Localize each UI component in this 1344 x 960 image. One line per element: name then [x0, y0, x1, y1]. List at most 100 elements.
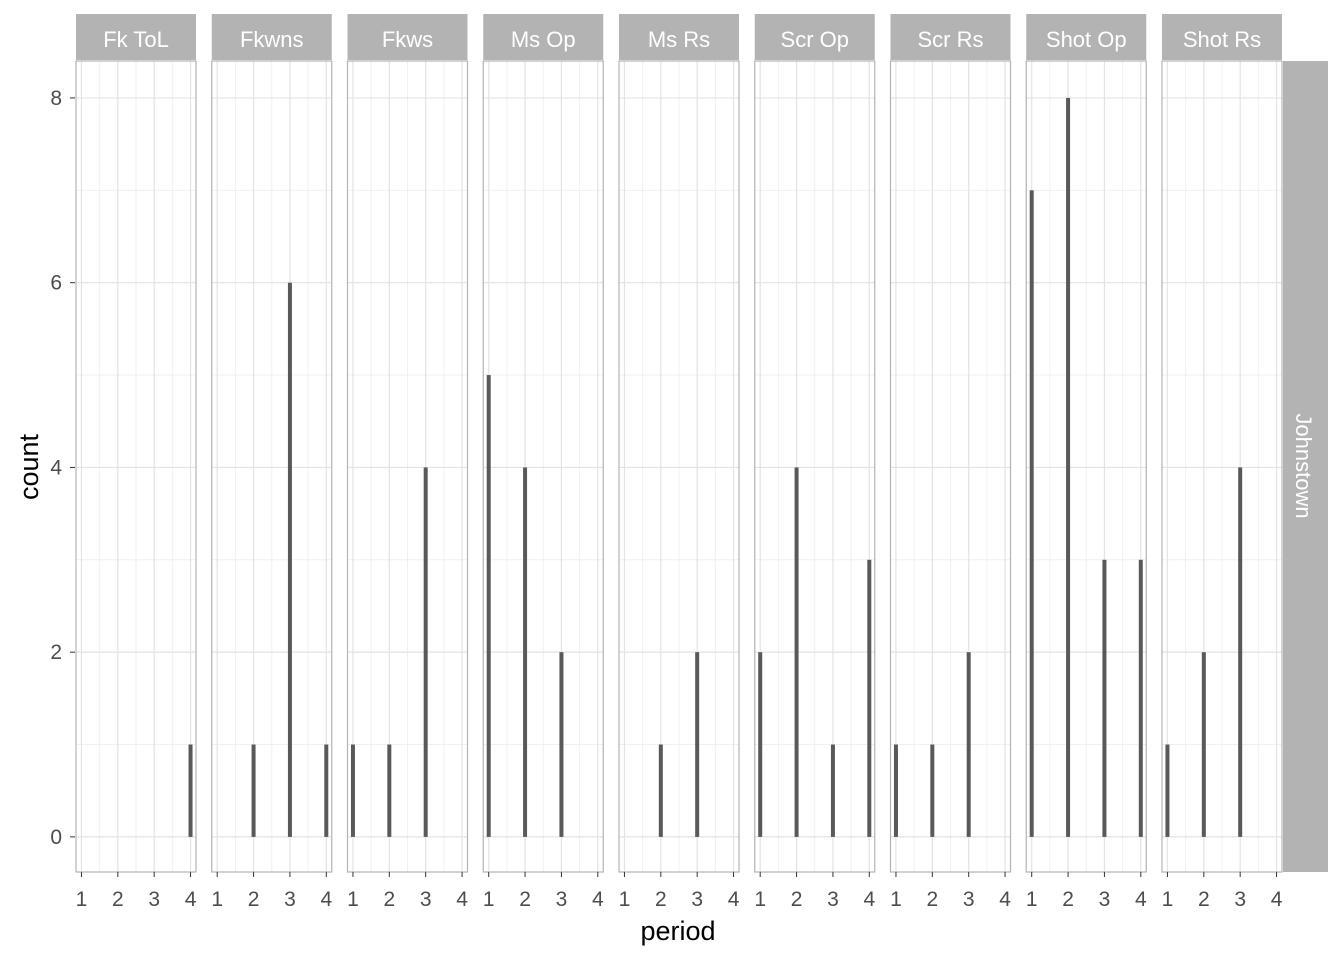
x-tick-label: 2: [1198, 888, 1210, 911]
row-strip-label: Johnstown: [1291, 413, 1316, 518]
x-tick-label: 3: [827, 888, 839, 911]
facet-strip: [754, 14, 875, 60]
x-tick-label: 3: [284, 888, 296, 911]
x-tick-label: 1: [76, 888, 88, 911]
panel-border: [211, 60, 333, 873]
facet-panel: Shot Op: [1025, 14, 1147, 873]
facet-panel: Fkws: [346, 14, 469, 873]
x-tick-label: 4: [863, 888, 875, 911]
panel-border: [75, 60, 197, 873]
bar: [830, 744, 835, 837]
bar: [287, 282, 292, 837]
x-tick-label: 2: [791, 888, 803, 911]
x-tick-label: 2: [112, 888, 124, 911]
x-tick-label: 4: [320, 888, 332, 911]
panel-border: [618, 60, 740, 873]
bar: [1138, 559, 1143, 837]
panel-border: [346, 60, 469, 873]
bar: [1201, 652, 1206, 837]
x-tick-label: 4: [456, 888, 468, 911]
facet-strip: [347, 14, 468, 60]
facet-panel: Fkwns: [211, 14, 333, 873]
x-tick-label: 1: [619, 888, 631, 911]
x-tick-label: 4: [185, 888, 197, 911]
panel-border: [482, 60, 604, 873]
x-tick-label: 2: [383, 888, 395, 911]
x-tick-label: 4: [999, 888, 1011, 911]
facet-panel: Shot Rs: [1161, 14, 1283, 873]
facet-strip-label: Fk ToL: [103, 27, 169, 52]
bar: [695, 652, 700, 837]
bar: [658, 744, 663, 837]
facet-strip-label: Fkws: [382, 27, 433, 52]
facet-strip: [211, 14, 332, 60]
facet-panel: Scr Rs: [889, 14, 1012, 873]
y-tick-label: 2: [50, 641, 62, 664]
row-strip-background: [1283, 61, 1328, 872]
x-tick-label: 1: [890, 888, 902, 911]
bar: [251, 744, 256, 837]
facet-strip-label: Ms Op: [511, 27, 576, 52]
x-tick-label: 3: [691, 888, 703, 911]
facet-panel: Ms Rs: [618, 14, 740, 873]
y-axis-title: count: [14, 433, 44, 500]
x-tick-label: 1: [211, 888, 223, 911]
facet-strip: [76, 14, 196, 60]
panel-border: [1025, 60, 1147, 873]
bar: [188, 744, 193, 837]
bar: [1238, 467, 1243, 837]
facet-strip-label: Shot Op: [1046, 27, 1127, 52]
facet-strip: [890, 14, 1011, 60]
bar: [1029, 190, 1034, 837]
x-tick-label: 3: [556, 888, 568, 911]
facet-strip: [1026, 14, 1147, 60]
y-tick-label: 0: [50, 826, 62, 849]
bar: [350, 744, 355, 837]
x-tick-label: 3: [963, 888, 975, 911]
facet-panel: Scr Op: [754, 14, 876, 873]
x-tick-label: 2: [655, 888, 667, 911]
facet-strip-label: Scr Op: [781, 27, 849, 52]
facet-strip: [619, 14, 739, 60]
bar: [1102, 559, 1107, 837]
y-tick-label: 6: [50, 272, 62, 295]
row-facet-strip: Johnstown: [1283, 61, 1328, 872]
bar: [387, 744, 392, 837]
x-tick-label: 1: [1162, 888, 1174, 911]
facet-panel: Fk ToL: [75, 14, 197, 873]
bar: [758, 652, 763, 837]
x-tick-label: 2: [248, 888, 260, 911]
bar: [794, 467, 799, 837]
x-tick-label: 4: [1135, 888, 1147, 911]
panel-border: [754, 60, 876, 873]
bar: [867, 559, 872, 837]
bar: [523, 467, 528, 837]
y-tick-label: 8: [50, 87, 62, 110]
x-tick-label: 3: [420, 888, 432, 911]
x-tick-label: 4: [1271, 888, 1283, 911]
facet-strip-label: Fkwns: [240, 27, 304, 52]
bar: [423, 467, 428, 837]
panel-border: [1161, 60, 1283, 873]
x-tick-label: 1: [483, 888, 495, 911]
x-tick-label: 2: [519, 888, 531, 911]
bar: [1165, 744, 1170, 837]
facet-strip: [1162, 14, 1282, 60]
panel-border: [889, 60, 1012, 873]
x-tick-label: 1: [347, 888, 359, 911]
bar: [1066, 97, 1071, 837]
x-tick-label: 2: [1062, 888, 1074, 911]
x-tick-label: 3: [1234, 888, 1246, 911]
x-tick-label: 2: [926, 888, 938, 911]
bar: [966, 652, 971, 837]
bar: [486, 375, 491, 837]
facet-strip: [483, 14, 604, 60]
y-axis: 0 2 4 6 8: [50, 87, 75, 849]
facet-strip-label: Ms Rs: [648, 27, 710, 52]
panels-layer: Fk ToL Fkwns Fkws Ms Op Ms Rs Scr Op Scr Rs Sho…: [75, 14, 1283, 873]
facet-panel: Ms Op: [482, 14, 604, 873]
x-tick-label: 3: [1099, 888, 1111, 911]
x-axis-title: period: [640, 916, 715, 946]
bar: [930, 744, 935, 837]
